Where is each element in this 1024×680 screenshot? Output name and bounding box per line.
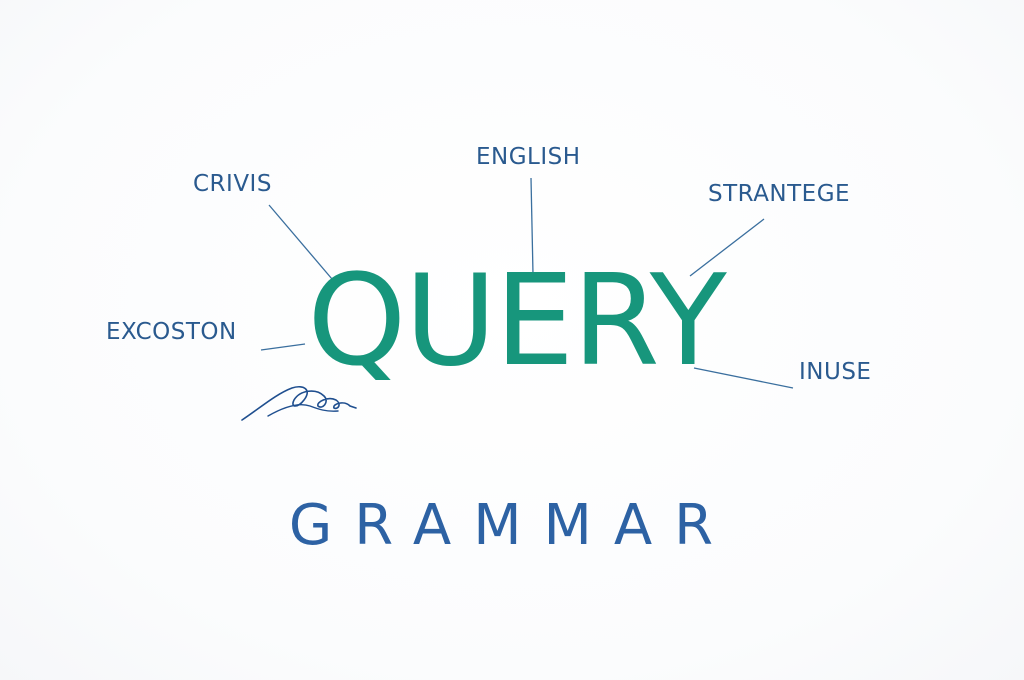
- connector-crivis: [268, 204, 333, 280]
- connector-inuse: [693, 367, 794, 389]
- main-word-query: QUERY: [307, 247, 726, 394]
- term-crivis: CRIVIS: [193, 171, 272, 197]
- term-english: ENGLISH: [476, 144, 581, 170]
- term-strantege: STRANTEGE: [708, 181, 851, 207]
- connector-english: [530, 177, 534, 275]
- sub-word-grammar: GRAMMAR: [288, 493, 736, 558]
- connector-excoston: [260, 343, 306, 351]
- term-excoston: EXCOSTON: [106, 319, 237, 345]
- term-inuse: INUSE: [799, 359, 872, 385]
- connector-strantege: [689, 218, 765, 277]
- signature-flourish-icon: [241, 385, 357, 421]
